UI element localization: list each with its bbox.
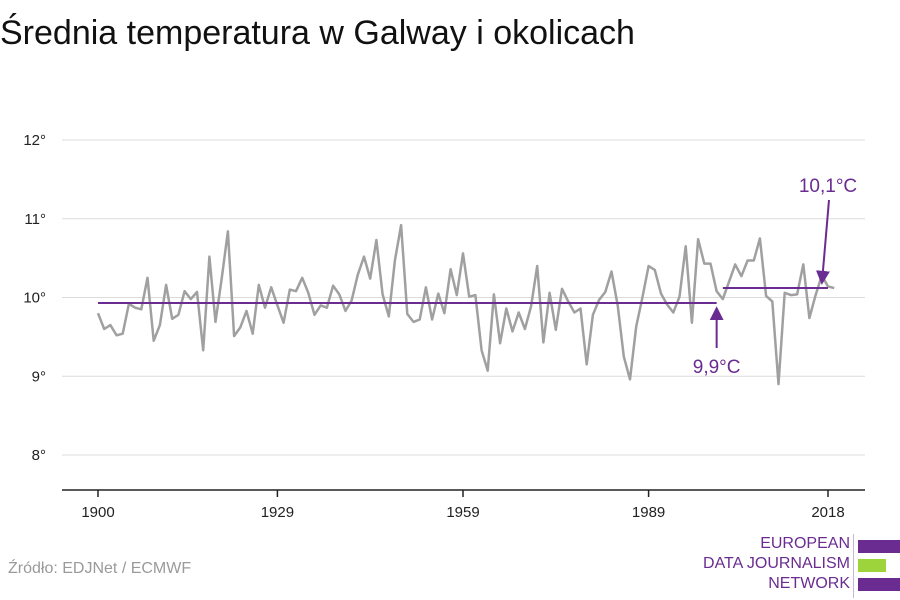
annotations: 9,9°C 10,1°C	[693, 176, 857, 378]
logo-line-3: NETWORK	[768, 575, 850, 592]
mean-annotation-label-2: 10,1°C	[799, 176, 857, 197]
source-note: Źródło: EDJNet / ECMWF	[8, 560, 192, 577]
x-axis	[62, 489, 865, 497]
mean-annotation-arrow-2	[815, 199, 830, 285]
y-tick-label: 11°	[24, 211, 46, 228]
logo-line-2: DATA JOURNALISM	[703, 555, 850, 572]
x-tick-label: 1989	[632, 504, 665, 521]
series-layer	[96, 223, 835, 386]
temperature-line	[96, 223, 835, 386]
logo-bar-bottom	[858, 578, 900, 591]
logo-bar-middle	[858, 559, 886, 572]
chart-title: Średnia temperatura w Galway i okolicach	[0, 14, 635, 52]
mean-annotation-label-1: 9,9°C	[693, 357, 741, 378]
y-tick-label: 9°	[32, 368, 46, 385]
logo-line-1: EUROPEAN	[760, 535, 850, 552]
logo-bar-top	[858, 540, 900, 553]
gridlines	[62, 139, 865, 456]
y-tick-label: 8°	[32, 447, 46, 464]
logo-text: EUROPEAN DATA JOURNALISM NETWORK	[703, 534, 850, 594]
x-tick-label: 1900	[81, 504, 114, 521]
x-tick-label: 1959	[446, 504, 479, 521]
edjnet-logo: EUROPEAN DATA JOURNALISM NETWORK	[700, 534, 900, 600]
x-tick-label: 1929	[261, 504, 294, 521]
y-tick-label: 12°	[23, 132, 46, 149]
y-tick-label: 10°	[23, 290, 46, 307]
logo-divider	[853, 534, 854, 598]
y-axis-tick-labels: 8° 9° 10° 11° 12°	[23, 132, 46, 464]
x-axis-tick-labels: 1900 1929 1959 1989 2018	[81, 504, 844, 521]
x-tick-label: 2018	[811, 504, 844, 521]
line-chart: 8° 9° 10° 11° 12° 1900 1929 1959 1989 2018 9,9°C…	[23, 132, 865, 521]
